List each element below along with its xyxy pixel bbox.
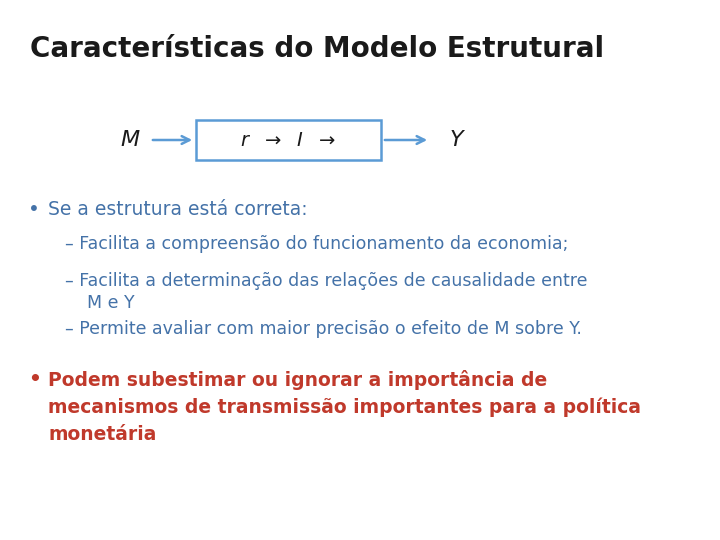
Text: •: • — [28, 200, 40, 219]
FancyBboxPatch shape — [196, 120, 381, 160]
Text: M: M — [120, 130, 140, 150]
Text: – Permite avaliar com maior precisão o efeito de M sobre Y.: – Permite avaliar com maior precisão o e… — [65, 320, 582, 338]
Text: •: • — [28, 370, 41, 389]
Text: Características do Modelo Estrutural: Características do Modelo Estrutural — [30, 35, 604, 63]
Text: – Facilita a determinação das relações de causalidade entre
    M e Y: – Facilita a determinação das relações d… — [65, 272, 588, 312]
Text: – Facilita a compreensão do funcionamento da economia;: – Facilita a compreensão do funcionament… — [65, 235, 568, 253]
Text: Y: Y — [450, 130, 464, 150]
Text: $r$  $\rightarrow$  $I$  $\rightarrow$: $r$ $\rightarrow$ $I$ $\rightarrow$ — [240, 131, 336, 150]
Text: Se a estrutura está correta:: Se a estrutura está correta: — [48, 200, 307, 219]
Text: Podem subestimar ou ignorar a importância de
mecanismos de transmissão important: Podem subestimar ou ignorar a importânci… — [48, 370, 641, 444]
